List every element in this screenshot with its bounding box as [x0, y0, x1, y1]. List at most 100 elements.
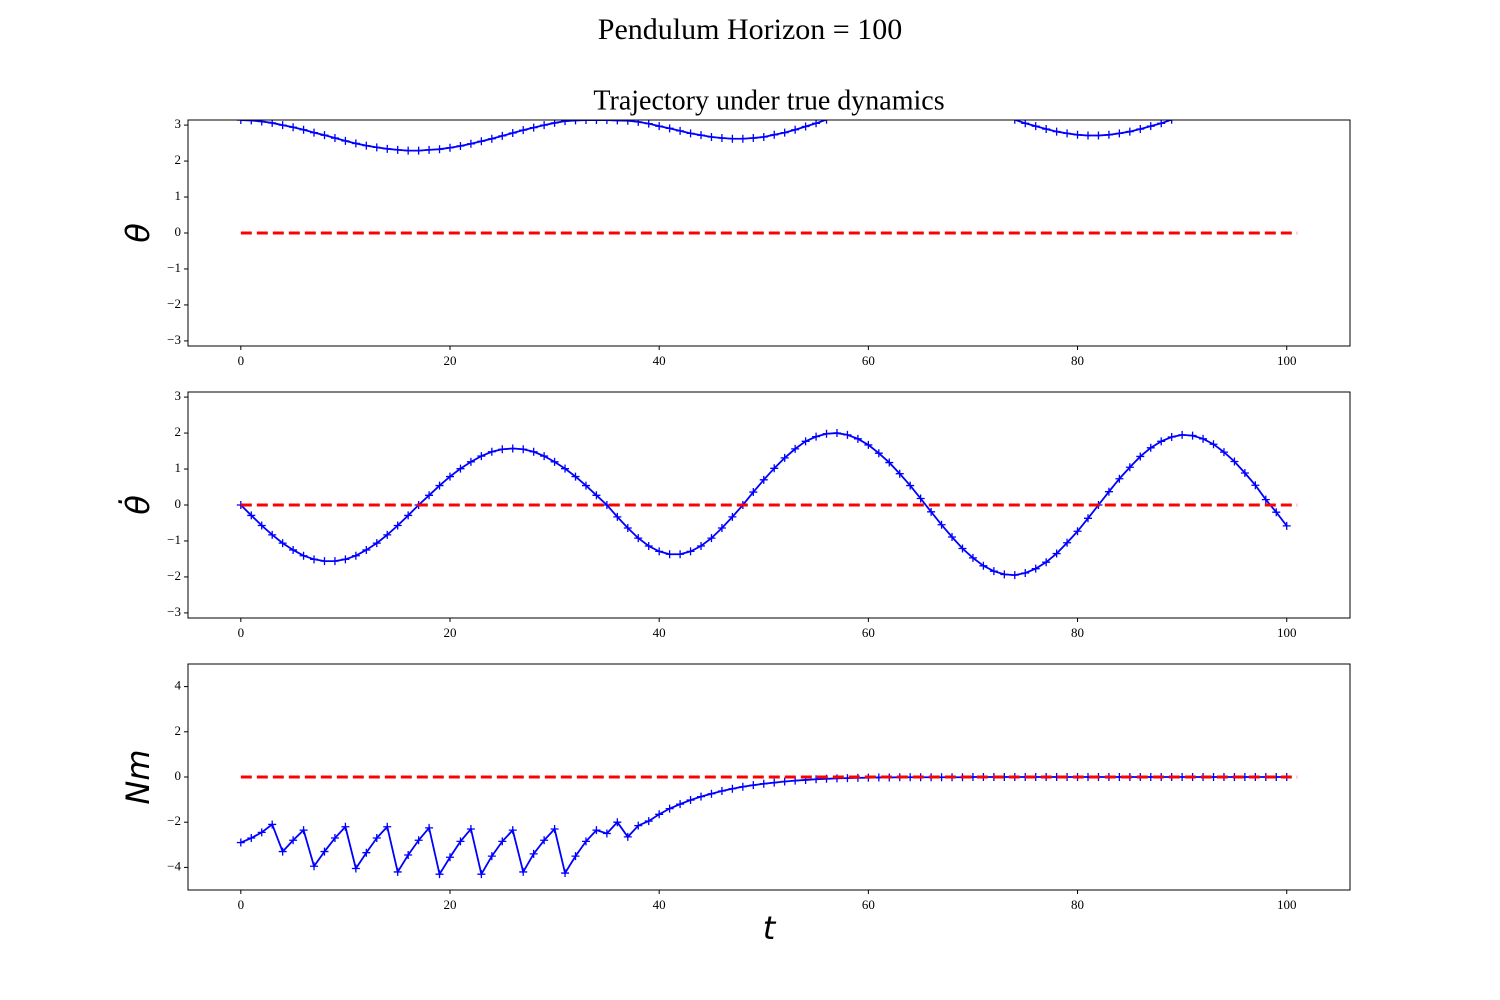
x-tick-label: 80 — [1071, 897, 1084, 912]
plus-marker — [697, 542, 706, 551]
plus-marker — [466, 824, 475, 833]
plus-marker — [644, 120, 653, 128]
plus-marker — [801, 437, 810, 446]
plus-marker — [717, 787, 726, 796]
y-tick-label: −2 — [167, 568, 181, 583]
plus-marker — [1104, 130, 1113, 139]
plus-marker — [1073, 130, 1082, 139]
plus-marker — [780, 777, 789, 786]
plus-marker — [425, 491, 434, 500]
plus-marker — [749, 134, 758, 143]
plus-marker — [1167, 120, 1176, 124]
plot-area — [236, 773, 1298, 879]
plus-marker — [717, 134, 726, 143]
plus-marker — [1125, 463, 1134, 472]
x-tick-label: 0 — [238, 353, 245, 368]
plus-marker — [979, 561, 988, 570]
plus-marker — [268, 820, 277, 829]
plus-marker — [540, 452, 549, 461]
x-tick-label: 20 — [443, 353, 456, 368]
plus-marker — [289, 545, 298, 554]
plus-marker — [791, 125, 800, 134]
plus-marker — [613, 512, 622, 521]
y-tick-label: −3 — [167, 604, 181, 619]
x-tick-label: 80 — [1071, 353, 1084, 368]
plus-marker — [561, 464, 570, 473]
y-tick-label: 0 — [175, 224, 182, 239]
plus-marker — [697, 131, 706, 140]
plus-marker — [968, 553, 977, 562]
plus-marker — [362, 848, 371, 857]
plus-marker — [655, 122, 664, 131]
plus-marker — [247, 834, 256, 843]
plus-marker — [330, 557, 339, 566]
plus-marker — [477, 137, 486, 146]
plus-marker — [1031, 122, 1040, 131]
plus-marker — [801, 122, 810, 131]
plus-marker — [425, 823, 434, 832]
plus-marker — [508, 129, 517, 138]
plus-marker — [1230, 457, 1239, 466]
plus-marker — [508, 444, 517, 453]
plus-marker — [529, 849, 538, 858]
plus-marker — [623, 832, 632, 841]
y-axis-label: θ̇ — [118, 495, 157, 515]
plus-marker — [320, 131, 329, 140]
plus-marker — [372, 539, 381, 548]
plus-marker — [330, 834, 339, 843]
plus-marker — [749, 781, 758, 790]
plus-marker — [466, 457, 475, 466]
plus-marker — [895, 469, 904, 478]
x-tick-label: 40 — [653, 897, 666, 912]
plus-marker — [257, 828, 266, 837]
plus-marker — [1000, 570, 1009, 579]
plus-marker — [435, 481, 444, 490]
plus-marker — [330, 134, 339, 143]
plus-marker — [1063, 538, 1072, 547]
plus-marker — [937, 520, 946, 529]
plus-marker — [540, 836, 549, 845]
x-tick-label: 80 — [1071, 625, 1084, 640]
x-tick-label: 100 — [1277, 897, 1297, 912]
plus-marker — [780, 128, 789, 137]
plus-marker — [466, 139, 475, 148]
plot-area — [236, 429, 1298, 580]
plus-marker — [780, 453, 789, 462]
x-tick-label: 20 — [443, 897, 456, 912]
plus-marker — [634, 821, 643, 830]
plus-marker — [1282, 521, 1291, 530]
plus-marker — [383, 530, 392, 539]
plus-marker — [278, 539, 287, 548]
y-tick-label: 1 — [175, 460, 182, 475]
plus-marker — [278, 121, 287, 130]
plus-marker — [1157, 437, 1166, 446]
y-tick-label: 2 — [175, 152, 182, 167]
plus-marker — [1136, 452, 1145, 461]
y-tick-label: 0 — [175, 768, 182, 783]
plus-marker — [445, 472, 454, 481]
plus-marker — [613, 818, 622, 827]
plus-marker — [372, 834, 381, 843]
plus-marker — [1261, 495, 1270, 504]
plus-marker — [916, 494, 925, 503]
plus-marker — [707, 132, 716, 141]
plus-marker — [540, 121, 549, 130]
plus-marker — [320, 847, 329, 856]
plus-marker — [362, 545, 371, 554]
plus-marker — [351, 139, 360, 148]
plus-marker — [1240, 468, 1249, 477]
plus-marker — [519, 867, 528, 876]
plus-marker — [592, 491, 601, 500]
plus-marker — [686, 796, 695, 805]
plus-marker — [686, 129, 695, 138]
plus-marker — [1073, 527, 1082, 536]
plus-marker — [414, 146, 423, 155]
y-tick-label: 2 — [175, 424, 182, 439]
x-tick-label: 60 — [862, 353, 875, 368]
plus-marker — [341, 136, 350, 145]
y-tick-label: −4 — [167, 858, 181, 873]
plus-marker — [571, 472, 580, 481]
plus-marker — [1010, 571, 1019, 580]
plus-marker — [738, 782, 747, 791]
